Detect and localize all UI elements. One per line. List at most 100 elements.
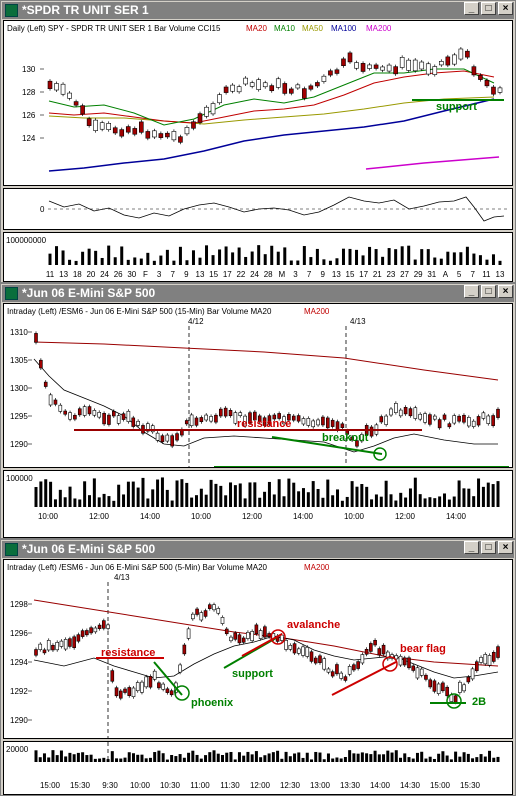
volume-bar xyxy=(39,481,43,507)
price-bar xyxy=(249,82,255,87)
time-tick-label: 21 xyxy=(373,270,382,279)
price-bar xyxy=(238,412,243,416)
price-bar xyxy=(121,413,126,420)
volume-bar xyxy=(127,752,131,762)
maximize-button[interactable]: □ xyxy=(481,285,496,298)
price-bar xyxy=(497,87,503,93)
price-bar xyxy=(275,78,281,88)
price-bar xyxy=(311,420,316,428)
volume-bar xyxy=(131,753,135,762)
window-es-15min[interactable]: *Jun 06 E-Mini S&P 500 _ □ × Intraday (L… xyxy=(0,283,516,539)
window-title-bar[interactable]: *Jun 06 E-Mini S&P 500 xyxy=(2,541,514,558)
time-tick-label: 24 xyxy=(250,270,259,279)
maximize-button[interactable]: □ xyxy=(481,541,496,554)
volume-bar xyxy=(350,481,354,507)
time-tick-label: 7 xyxy=(307,270,312,279)
close-button[interactable]: × xyxy=(498,2,513,15)
volume-bar xyxy=(212,750,216,762)
cci-pane[interactable]: 0 xyxy=(3,188,513,230)
price-bar xyxy=(59,640,64,647)
volume-bar xyxy=(498,260,502,265)
volume-bar xyxy=(343,757,347,762)
time-tick-label: 10:00 xyxy=(191,512,212,521)
volume-pane[interactable]: 100000000 11 13 18 20 24 26 30 F 3 7 9 13 15 17 22 24 28… xyxy=(3,232,513,282)
time-tick-label: 15:00 xyxy=(430,781,451,790)
price-bar xyxy=(46,640,51,651)
price-bar xyxy=(360,654,365,664)
price-bar xyxy=(39,359,43,369)
volume-bar xyxy=(68,486,72,507)
volume-bar xyxy=(389,494,393,507)
price-bar xyxy=(102,620,106,629)
volume-pane[interactable]: 100000 10:00 12:00 14:00 10:00 12:00 14:00 10:… xyxy=(3,470,513,538)
volume-bar xyxy=(276,251,280,265)
window-es-5min[interactable]: *Jun 06 E-Mini S&P 500 _ □ × Intraday (L… xyxy=(0,539,516,796)
price-bar xyxy=(491,415,495,426)
price-bar xyxy=(486,415,491,424)
maximize-button[interactable]: □ xyxy=(481,2,496,15)
price-bar xyxy=(86,118,92,126)
price-bar xyxy=(224,628,229,635)
price-tick-label: 1310 xyxy=(10,328,28,337)
price-bar xyxy=(165,132,170,138)
price-tick-label: 1305 xyxy=(10,356,28,365)
price-bar xyxy=(87,406,92,415)
volume-bar xyxy=(238,483,242,507)
volume-bar xyxy=(336,489,340,507)
time-tick-label: 17 xyxy=(359,270,368,279)
price-bar xyxy=(462,684,466,692)
volume-bar xyxy=(491,484,495,507)
minimize-button[interactable]: _ xyxy=(464,2,479,15)
volume-pane[interactable]: 20000 15:00 15:30 9:30 10:00 10:30 11:00 11:30… xyxy=(3,741,513,795)
volume-bar xyxy=(73,498,77,507)
window-title-bar[interactable]: *Jun 06 E-Mini S&P 500 xyxy=(2,285,514,302)
price-bar xyxy=(223,86,229,93)
price-bar xyxy=(272,414,277,420)
price-bar xyxy=(102,413,106,425)
price-bar xyxy=(325,417,330,429)
close-button[interactable]: × xyxy=(498,285,513,298)
minimize-button[interactable]: _ xyxy=(464,541,479,554)
price-bar xyxy=(258,630,263,639)
volume-bar xyxy=(284,751,288,762)
close-button[interactable]: × xyxy=(498,541,513,554)
price-tick-label: 126 xyxy=(22,111,36,120)
minimize-button[interactable]: _ xyxy=(464,285,479,298)
legend-ma200: MA200 xyxy=(304,307,330,316)
volume-bar xyxy=(242,755,246,762)
volume-bar xyxy=(198,257,202,265)
price-pane[interactable]: Intraday (Left) /ESM6 - Jun 06 E-Mini S&… xyxy=(3,559,513,739)
price-bar xyxy=(233,632,238,640)
window-title-bar[interactable]: *SPDR TR UNIT SER 1 xyxy=(2,2,514,19)
time-tick-label: 15:00 xyxy=(40,781,61,790)
volume-bar xyxy=(492,757,496,762)
volume-bar xyxy=(216,753,220,762)
price-axis: 1298 1296 1294 1292 1290 xyxy=(10,600,32,725)
volume-bars xyxy=(48,245,502,265)
price-tick-label: 128 xyxy=(22,88,36,97)
price-pane[interactable]: Intraday (Left) /ESM6 - Jun 06 E-Mini S&… xyxy=(3,303,513,468)
volume-bar xyxy=(438,496,442,507)
volume-bar xyxy=(443,493,447,507)
volume-bar xyxy=(271,752,275,762)
price-bar xyxy=(419,668,424,676)
volume-bar xyxy=(485,259,489,265)
volume-chart: 20000 15:00 15:30 9:30 10:00 10:30 11:00 11:30… xyxy=(6,742,500,790)
volume-bar xyxy=(432,758,436,762)
volume-bar xyxy=(387,248,391,265)
volume-bar xyxy=(205,245,209,265)
volume-bar xyxy=(315,248,319,265)
volume-bar xyxy=(165,249,169,265)
price-pane[interactable]: Daily (Left) SPY - SPDR TR UNIT SER 1 Ba… xyxy=(3,20,513,186)
price-bar xyxy=(38,643,43,650)
price-bar xyxy=(150,425,155,433)
price-bar xyxy=(63,639,68,650)
price-bar xyxy=(229,636,233,642)
time-tick-label: A xyxy=(443,270,449,279)
breakout-annotation: breakout xyxy=(322,432,369,444)
price-bar xyxy=(47,80,53,89)
time-tick-label: 13 xyxy=(332,270,341,279)
price-bar xyxy=(380,66,385,71)
price-chart: Intraday (Left) /ESM6 - Jun 06 E-Mini S&… xyxy=(7,563,500,738)
window-spy-daily[interactable]: *SPDR TR UNIT SER 1 _ □ × Daily (Left) S… xyxy=(0,0,516,283)
